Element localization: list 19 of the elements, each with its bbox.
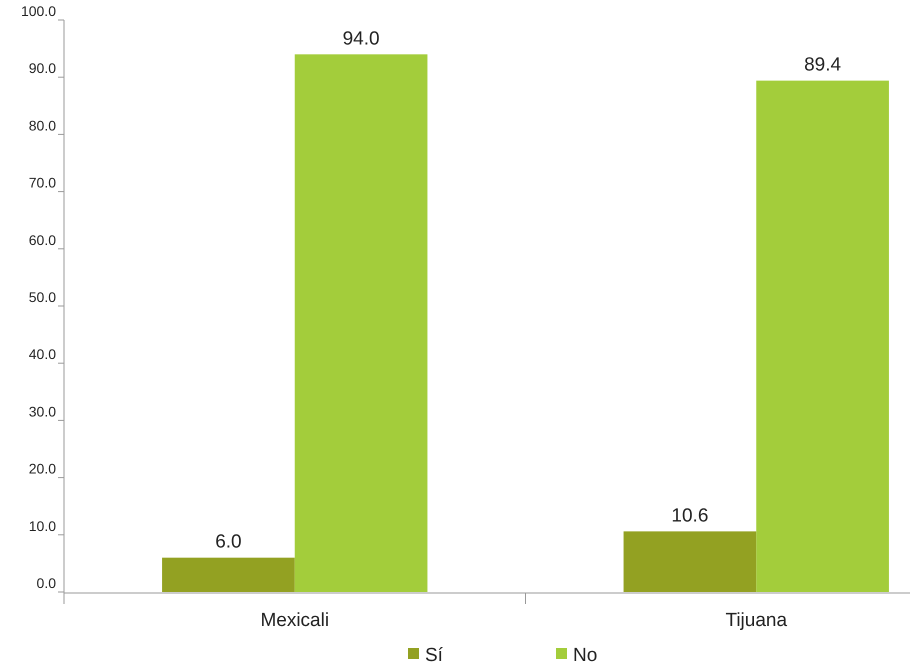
x-tick-label: Tijuana [725,610,788,631]
y-tick-label: 40.0 [28,346,56,362]
y-tick-label: 30.0 [28,403,56,420]
data-label: 6.0 [215,532,242,553]
y-tick-label: 10.0 [28,518,56,534]
y-tick-label: 90.0 [28,60,56,76]
y-tick-label: 50.0 [28,289,56,305]
legend-label: No [573,645,598,662]
y-tick-label: 20.0 [28,460,56,477]
y-tick-label: 60.0 [28,232,56,248]
y-tick-label: 100.0 [20,3,56,19]
x-tick-label: Mexicali [260,610,330,631]
data-label: 89.4 [804,54,842,76]
data-label: 94.0 [342,28,380,50]
y-tick-label: 80.0 [28,117,56,134]
legend-label: Sí [425,645,444,662]
y-tick-label: 0.0 [36,575,56,591]
data-label: 10.6 [671,505,708,526]
y-tick-label: 70.0 [28,174,56,191]
